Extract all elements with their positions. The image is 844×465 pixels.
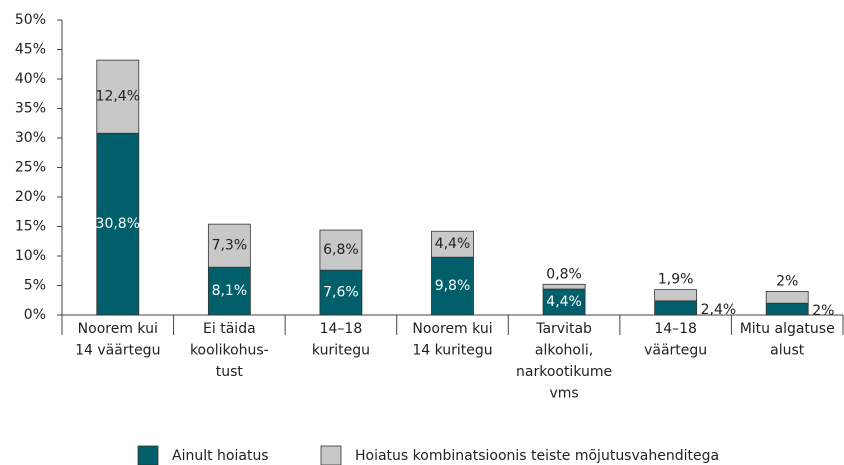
data-label: 4,4% bbox=[435, 236, 471, 252]
data-label: 2% bbox=[776, 273, 798, 289]
x-tick-label: väärtegu bbox=[644, 343, 707, 359]
x-tick-label: Noorem kui bbox=[78, 321, 158, 337]
y-tick-label: 40% bbox=[15, 71, 46, 87]
data-label: 9,8% bbox=[435, 278, 471, 294]
bar-segment bbox=[319, 229, 363, 271]
bar-segment bbox=[207, 223, 251, 268]
bar-segment bbox=[431, 230, 474, 258]
y-tick-label: 25% bbox=[15, 160, 46, 176]
bar-segment bbox=[96, 59, 140, 134]
data-label: 7,6% bbox=[323, 285, 359, 301]
bar-segment bbox=[542, 288, 586, 316]
x-tick-label: 14–18 bbox=[320, 321, 363, 337]
legend-swatch bbox=[137, 445, 159, 465]
data-label: 2,4% bbox=[701, 302, 737, 318]
x-tick-label: narkootikume bbox=[516, 364, 612, 380]
data-label: 6,8% bbox=[323, 242, 359, 258]
y-tick-label: 50% bbox=[15, 12, 46, 28]
x-tick-label: Mitu algatuse bbox=[740, 321, 835, 337]
data-label: 7,3% bbox=[212, 238, 248, 254]
y-tick-label: 0% bbox=[24, 307, 46, 323]
bar-segment bbox=[765, 290, 809, 304]
data-label: 12,4% bbox=[96, 89, 140, 105]
x-tick-label: 14 kuritegu bbox=[412, 343, 492, 359]
data-label: 1,9% bbox=[658, 272, 694, 288]
bar-segment bbox=[431, 256, 474, 316]
bar-segment bbox=[654, 289, 698, 302]
legend-label: Hoiatus kombinatsioonis teiste mõjutusva… bbox=[355, 448, 719, 464]
bar-segment bbox=[654, 300, 698, 316]
x-tick-label: Tarvitab bbox=[535, 321, 592, 337]
x-tick-label: alkoholi, bbox=[535, 343, 593, 359]
data-label: 2% bbox=[812, 303, 834, 319]
x-tick-label: koolikohus- bbox=[190, 343, 269, 359]
x-tick-label: 14 väärtegu bbox=[75, 343, 160, 359]
bar-segment bbox=[319, 269, 363, 316]
x-tick-label: Noorem kui bbox=[412, 321, 492, 337]
x-tick-label: alust bbox=[770, 343, 805, 359]
y-tick-label: 35% bbox=[15, 101, 46, 117]
bar-segment bbox=[542, 283, 586, 290]
x-tick-label: tust bbox=[216, 364, 244, 380]
y-tick-label: 10% bbox=[15, 248, 46, 264]
y-tick-label: 20% bbox=[15, 189, 46, 205]
y-tick-label: 5% bbox=[24, 278, 46, 294]
x-tick-label: kuritegu bbox=[312, 343, 370, 359]
data-label: 8,1% bbox=[212, 283, 248, 299]
bar-segment bbox=[765, 302, 809, 316]
x-tick-label: 14–18 bbox=[654, 321, 697, 337]
x-tick-label: Ei täida bbox=[203, 321, 256, 337]
data-label: 30,8% bbox=[96, 216, 140, 232]
data-label: 0,8% bbox=[546, 266, 582, 282]
legend-swatch bbox=[320, 445, 342, 465]
bar-segment bbox=[96, 132, 140, 316]
y-tick-label: 30% bbox=[15, 130, 46, 146]
y-tick-label: 15% bbox=[15, 219, 46, 235]
legend-label: Ainult hoiatus bbox=[172, 448, 269, 464]
data-label: 4,4% bbox=[546, 294, 582, 310]
x-tick-label: vms bbox=[549, 386, 578, 402]
y-tick-label: 45% bbox=[15, 42, 46, 58]
